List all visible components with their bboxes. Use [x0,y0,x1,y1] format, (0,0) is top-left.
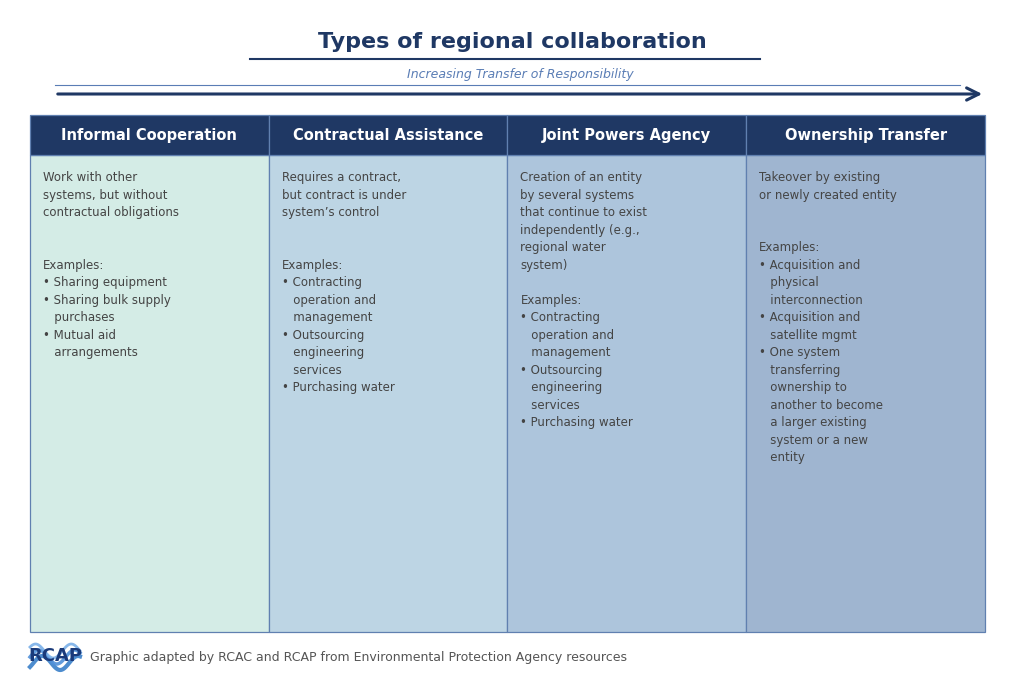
Text: Contractual Assistance: Contractual Assistance [293,128,483,142]
Text: Creation of an entity
by several systems
that continue to exist
independently (e: Creation of an entity by several systems… [520,171,647,429]
Text: Increasing Transfer of Responsibility: Increasing Transfer of Responsibility [407,67,633,80]
Bar [30,115,268,155]
Text: Work with other
systems, but without
contractual obligations


Examples:
• Shari: Work with other systems, but without con… [43,171,179,359]
Text: Joint Powers Agency: Joint Powers Agency [543,128,712,142]
Text: Ownership Transfer: Ownership Transfer [784,128,946,142]
Bar [30,155,268,632]
Text: Informal Cooperation: Informal Cooperation [61,128,238,142]
Text: Takeover by existing
or newly created entity


Examples:
• Acquisition and
   ph: Takeover by existing or newly created en… [759,171,897,464]
Bar [268,115,508,155]
Bar [746,115,985,155]
Bar [508,155,746,632]
Text: Requires a contract,
but contract is under
system’s control


Examples:
• Contra: Requires a contract, but contract is und… [282,171,407,394]
Bar [508,115,746,155]
Bar [268,155,508,632]
Bar [746,155,985,632]
Text: RCAP: RCAP [28,647,82,665]
Text: Graphic adapted by RCAC and RCAP from Environmental Protection Agency resources: Graphic adapted by RCAC and RCAP from En… [90,651,627,664]
Text: Types of regional collaboration: Types of regional collaboration [317,32,707,52]
